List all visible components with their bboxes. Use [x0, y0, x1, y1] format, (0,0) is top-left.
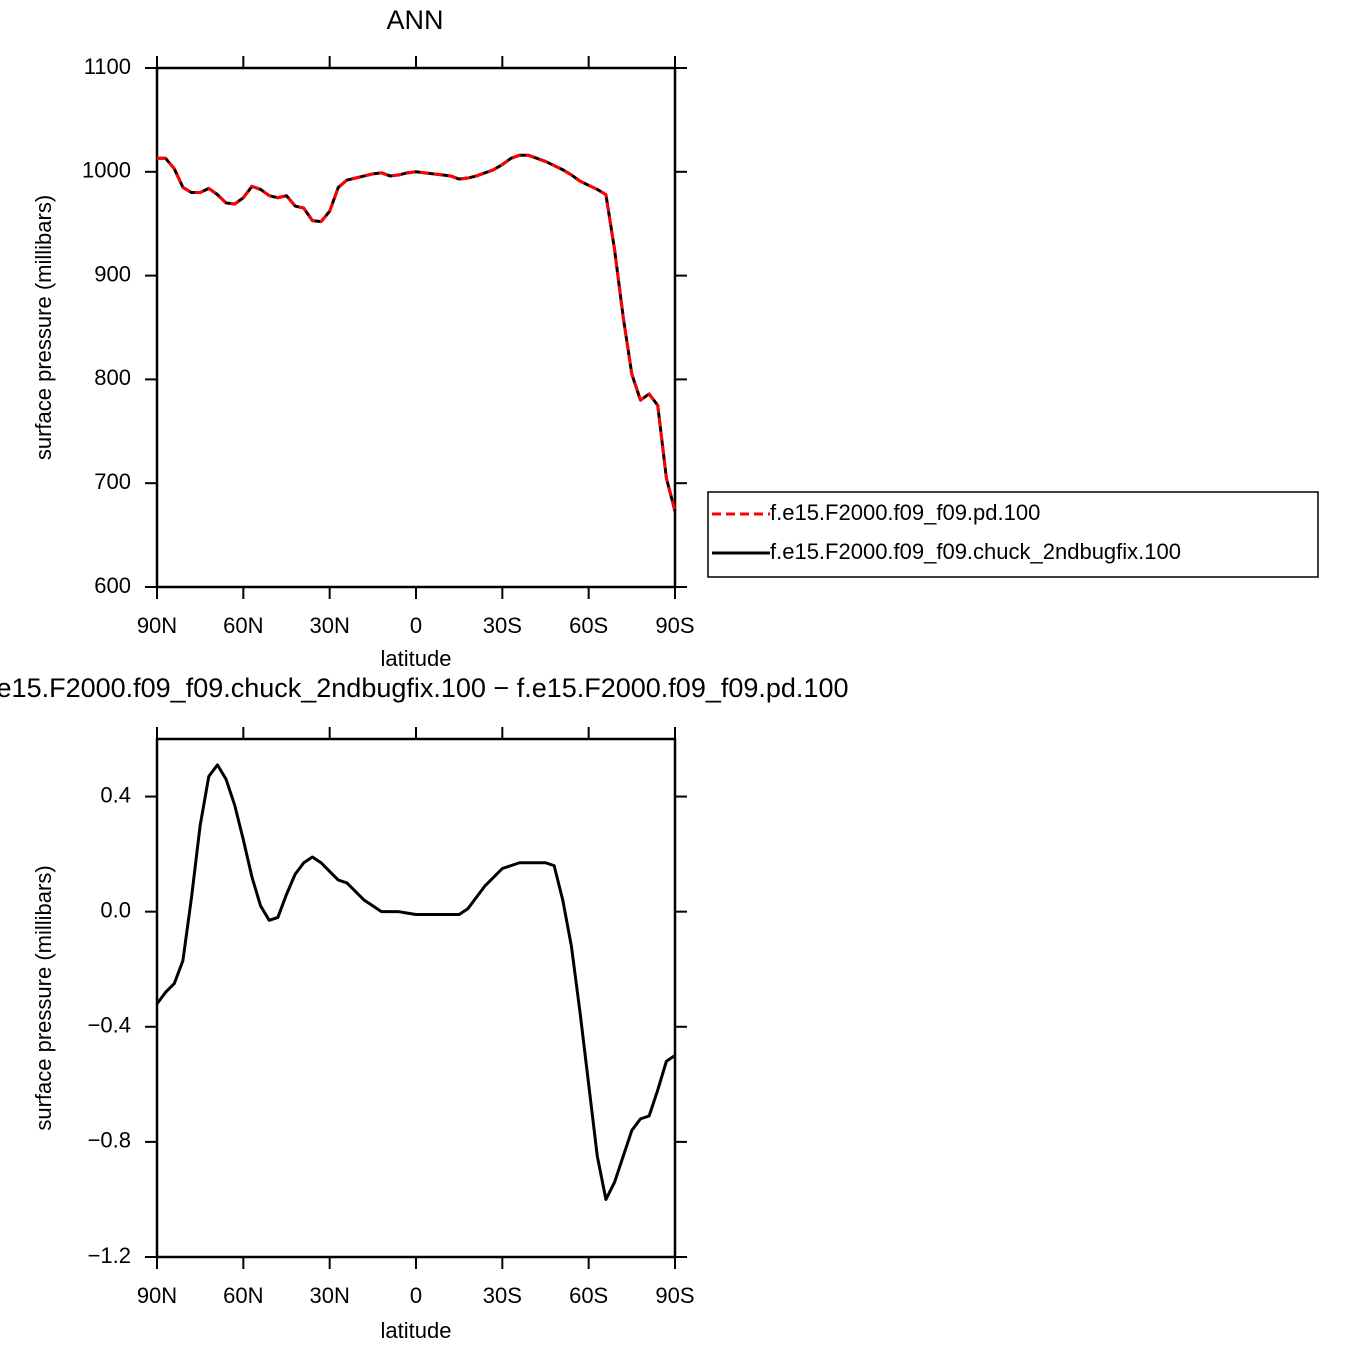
legend-label: f.e15.F2000.f09_f09.pd.100 — [770, 500, 1040, 525]
x-tick-label: 30S — [483, 613, 522, 638]
chart-title: f.e15.F2000.f09_f09.chuck_2ndbugfix.100 … — [0, 673, 848, 703]
y-tick-label: 800 — [94, 365, 131, 390]
x-tick-label: 60S — [569, 1283, 608, 1308]
y-tick-label: −1.2 — [88, 1243, 131, 1268]
x-tick-label: 30N — [309, 613, 349, 638]
legend-box — [707, 491, 1319, 578]
y-tick-label: 0.4 — [100, 782, 131, 807]
chart-title: ANN — [386, 5, 443, 35]
x-tick-label: 90N — [137, 613, 177, 638]
x-tick-label: 60S — [569, 613, 608, 638]
y-tick-label: −0.8 — [88, 1128, 131, 1153]
data-line — [155, 763, 676, 1201]
y-tick-label: 1100 — [84, 54, 131, 79]
y-tick-label: 1000 — [82, 158, 131, 183]
y-tick-label: −0.4 — [88, 1013, 131, 1038]
x-tick-label: 60N — [223, 613, 263, 638]
x-tick-label: 30S — [483, 1283, 522, 1308]
x-tick-label: 0 — [410, 613, 422, 638]
legend-label: f.e15.F2000.f09_f09.chuck_2ndbugfix.100 — [770, 539, 1181, 564]
x-tick-label: 30N — [309, 1283, 349, 1308]
y-tick-label: 700 — [94, 469, 131, 494]
data-line — [157, 153, 677, 512]
x-tick-label: 60N — [223, 1283, 263, 1308]
y-tick-label: 600 — [94, 573, 131, 598]
x-axis-title: latitude — [381, 1318, 452, 1343]
plot-frame — [155, 66, 677, 589]
plot-frame — [155, 737, 677, 1259]
x-tick-label: 0 — [410, 1283, 422, 1308]
x-tick-label: 90S — [655, 1283, 694, 1308]
x-tick-label: 90S — [655, 613, 694, 638]
x-axis-title: latitude — [381, 646, 452, 671]
data-line — [157, 153, 677, 512]
y-axis-title: surface pressure (millibars) — [31, 195, 56, 460]
y-tick-label: 900 — [94, 261, 131, 286]
x-tick-label: 90N — [137, 1283, 177, 1308]
y-axis-title: surface pressure (millibars) — [31, 865, 56, 1130]
y-tick-label: 0.0 — [100, 897, 131, 922]
